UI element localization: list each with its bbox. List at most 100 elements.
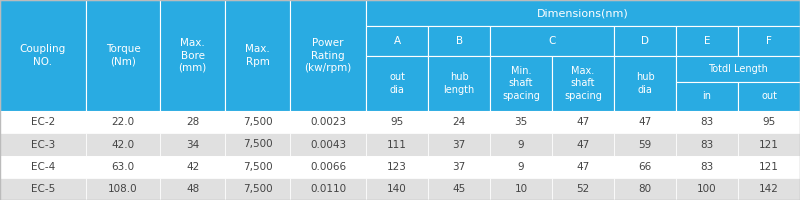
Bar — [614, 178, 676, 200]
Text: 83: 83 — [701, 162, 714, 172]
Bar — [552, 178, 614, 200]
Text: E: E — [704, 36, 710, 46]
Text: 7,500: 7,500 — [242, 140, 272, 150]
Text: Torque
(Nm): Torque (Nm) — [106, 44, 140, 67]
Bar — [160, 111, 225, 133]
Text: EC-3: EC-3 — [30, 140, 55, 150]
Bar — [366, 0, 800, 26]
Text: 0.0110: 0.0110 — [310, 184, 346, 194]
Bar — [552, 111, 614, 133]
Text: 95: 95 — [762, 117, 776, 127]
Bar — [614, 156, 676, 178]
Bar — [738, 133, 800, 156]
Text: 47: 47 — [577, 162, 590, 172]
Bar — [552, 156, 614, 178]
Bar — [290, 0, 366, 111]
Bar — [160, 133, 225, 156]
Text: EC-4: EC-4 — [30, 162, 55, 172]
Bar — [86, 0, 160, 111]
Bar — [676, 111, 738, 133]
Text: 66: 66 — [638, 162, 652, 172]
Bar — [614, 111, 676, 133]
Bar — [490, 26, 614, 56]
Bar — [676, 56, 800, 82]
Bar — [366, 178, 428, 200]
Text: 7,500: 7,500 — [242, 162, 272, 172]
Text: 24: 24 — [453, 117, 466, 127]
Text: 121: 121 — [759, 140, 779, 150]
Text: Max.
Rpm: Max. Rpm — [245, 44, 270, 67]
Text: 48: 48 — [186, 184, 199, 194]
Text: 9: 9 — [518, 140, 525, 150]
Bar — [614, 26, 676, 56]
Text: 0.0023: 0.0023 — [310, 117, 346, 127]
Bar — [366, 156, 428, 178]
Text: 37: 37 — [453, 140, 466, 150]
Bar — [0, 111, 86, 133]
Text: 9: 9 — [518, 162, 525, 172]
Text: 142: 142 — [759, 184, 779, 194]
Bar — [0, 178, 86, 200]
Bar — [676, 82, 738, 111]
Text: in: in — [702, 91, 711, 101]
Bar — [366, 56, 428, 111]
Bar — [0, 156, 86, 178]
Text: 7,500: 7,500 — [242, 117, 272, 127]
Bar — [552, 56, 614, 111]
Bar — [0, 133, 86, 156]
Bar — [366, 133, 428, 156]
Bar — [676, 26, 738, 56]
Bar — [428, 133, 490, 156]
Text: 140: 140 — [387, 184, 407, 194]
Text: 28: 28 — [186, 117, 199, 127]
Bar — [225, 133, 290, 156]
Bar — [86, 111, 160, 133]
Text: 0.0066: 0.0066 — [310, 162, 346, 172]
Bar — [160, 0, 225, 111]
Text: 63.0: 63.0 — [111, 162, 134, 172]
Bar — [676, 133, 738, 156]
Text: EC-2: EC-2 — [30, 117, 55, 127]
Text: hub
length: hub length — [443, 72, 474, 95]
Text: 47: 47 — [577, 117, 590, 127]
Bar — [738, 178, 800, 200]
Bar — [86, 156, 160, 178]
Bar — [290, 111, 366, 133]
Bar — [738, 111, 800, 133]
Text: 83: 83 — [701, 140, 714, 150]
Bar — [160, 156, 225, 178]
Bar — [676, 156, 738, 178]
Bar — [366, 26, 428, 56]
Text: hub
dia: hub dia — [636, 72, 654, 95]
Text: EC-5: EC-5 — [30, 184, 55, 194]
Bar — [490, 111, 552, 133]
Bar — [0, 0, 86, 111]
Text: 59: 59 — [638, 140, 652, 150]
Bar — [290, 178, 366, 200]
Bar — [225, 0, 290, 111]
Text: D: D — [641, 36, 649, 46]
Bar — [428, 156, 490, 178]
Text: 108.0: 108.0 — [108, 184, 138, 194]
Text: Power
Rating
(kw/rpm): Power Rating (kw/rpm) — [304, 38, 352, 73]
Text: F: F — [766, 36, 772, 46]
Bar — [738, 156, 800, 178]
Text: C: C — [548, 36, 556, 46]
Bar — [490, 178, 552, 200]
Bar — [290, 156, 366, 178]
Bar — [552, 133, 614, 156]
Text: 35: 35 — [514, 117, 528, 127]
Bar — [86, 178, 160, 200]
Text: 42: 42 — [186, 162, 199, 172]
Bar — [490, 56, 552, 111]
Text: 83: 83 — [701, 117, 714, 127]
Bar — [428, 26, 490, 56]
Text: A: A — [394, 36, 401, 46]
Text: 95: 95 — [390, 117, 404, 127]
Text: out
dia: out dia — [389, 72, 405, 95]
Text: 34: 34 — [186, 140, 199, 150]
Bar — [614, 56, 676, 111]
Bar — [428, 56, 490, 111]
Text: 42.0: 42.0 — [111, 140, 134, 150]
Bar — [160, 178, 225, 200]
